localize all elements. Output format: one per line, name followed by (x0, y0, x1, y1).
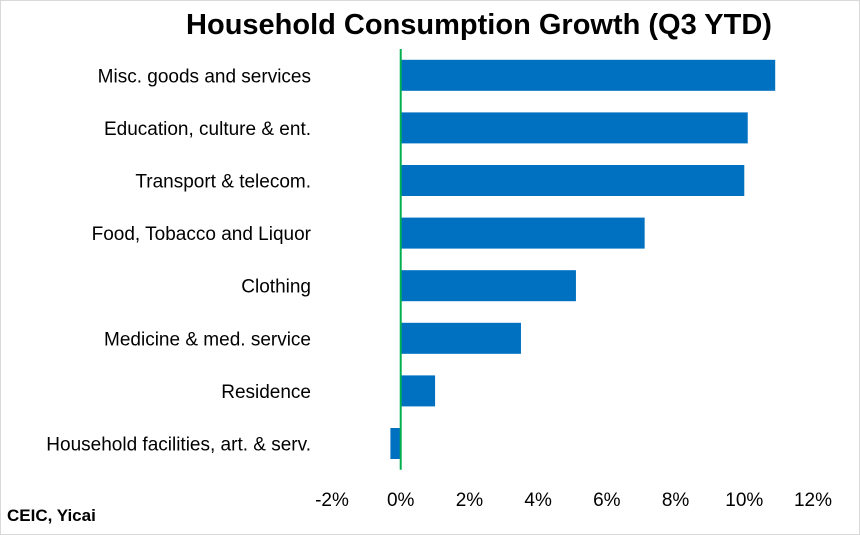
x-tick-label: 6% (593, 490, 621, 511)
x-tick-labels-layer: -2% 0% 2% 4% 6% 8% 10% 12% (315, 490, 832, 511)
category-label: Household facilities, art. & serv. (46, 435, 311, 456)
category-label: Medicine & med. service (104, 329, 311, 350)
x-tick-label: 12% (794, 490, 832, 511)
source-note: CEIC, Yicai (7, 506, 96, 525)
bar (390, 428, 401, 459)
x-tick-label: 8% (662, 490, 690, 511)
category-label: Misc. goods and services (98, 66, 311, 87)
x-tick-label: 2% (456, 490, 484, 511)
x-tick-label: -2% (315, 490, 349, 511)
bar (400, 59, 776, 91)
category-label: Food, Tobacco and Liquor (92, 224, 312, 245)
x-tick-label: 4% (524, 490, 552, 511)
category-label: Transport & telecom. (135, 172, 311, 193)
bar (400, 322, 521, 354)
category-label: Clothing (241, 277, 311, 298)
bars-layer (390, 59, 776, 459)
chart-title: Household Consumption Growth (Q3 YTD) (186, 9, 772, 41)
bar (400, 270, 576, 302)
x-tick-label: 0% (387, 490, 415, 511)
x-tick-label: 10% (725, 490, 763, 511)
category-label: Education, culture & ent. (104, 119, 311, 140)
category-label: Residence (221, 382, 311, 403)
bar (400, 375, 436, 407)
bar (400, 112, 748, 144)
category-labels-layer: Misc. goods and services Education, cultu… (46, 66, 311, 455)
bar (400, 217, 645, 249)
bar (400, 165, 745, 196)
